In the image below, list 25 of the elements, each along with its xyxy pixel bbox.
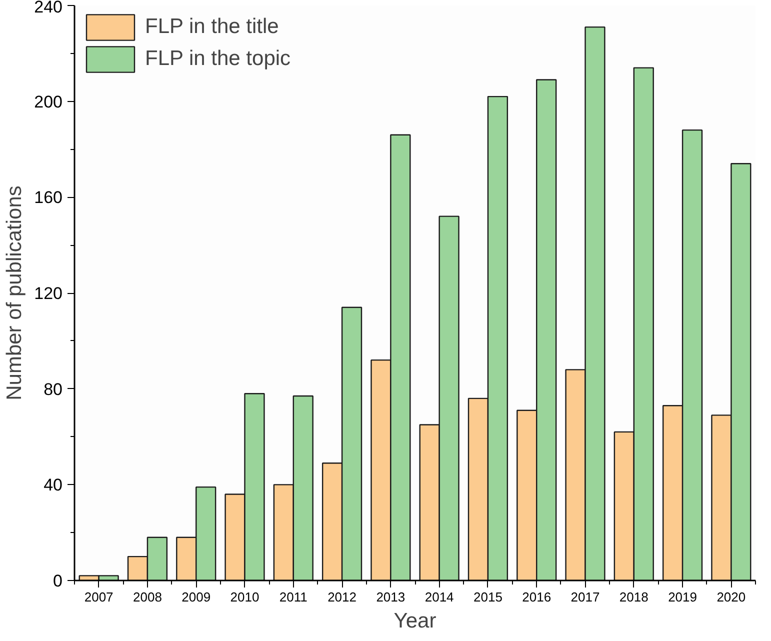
- x-tick-label: 2014: [424, 590, 454, 604]
- x-tick-label: 2011: [279, 590, 308, 604]
- x-tick-label: 2017: [570, 590, 600, 604]
- y-tick-label: 0: [53, 572, 63, 590]
- y-axis-title: Number of publications: [3, 186, 26, 400]
- x-tick-label: 2013: [376, 590, 406, 604]
- x-tick-label: 2020: [716, 590, 746, 604]
- x-tick-label: 2018: [619, 590, 648, 604]
- y-tick-label: 40: [44, 476, 63, 495]
- y-tick-label: 240: [34, 0, 63, 16]
- x-tick-label: 2012: [328, 590, 356, 604]
- x-tick-label: 2019: [668, 590, 697, 604]
- x-tick-label: 2008: [133, 590, 162, 604]
- x-tick-label: 2016: [522, 590, 552, 604]
- x-tick-label: 2009: [182, 590, 211, 604]
- y-tick-label: 160: [34, 188, 63, 208]
- x-tick-label: 2015: [474, 590, 502, 604]
- legend-label: FLP in the title: [145, 15, 279, 39]
- x-tick-label: 2010: [230, 590, 260, 604]
- x-tick-label: 2007: [84, 590, 114, 604]
- y-tick-label: 120: [34, 284, 63, 303]
- legend-label: FLP in the topic: [145, 47, 291, 71]
- x-axis-title: Year: [394, 610, 436, 632]
- y-tick-label: 200: [34, 92, 63, 112]
- y-tick-label: 80: [44, 380, 63, 399]
